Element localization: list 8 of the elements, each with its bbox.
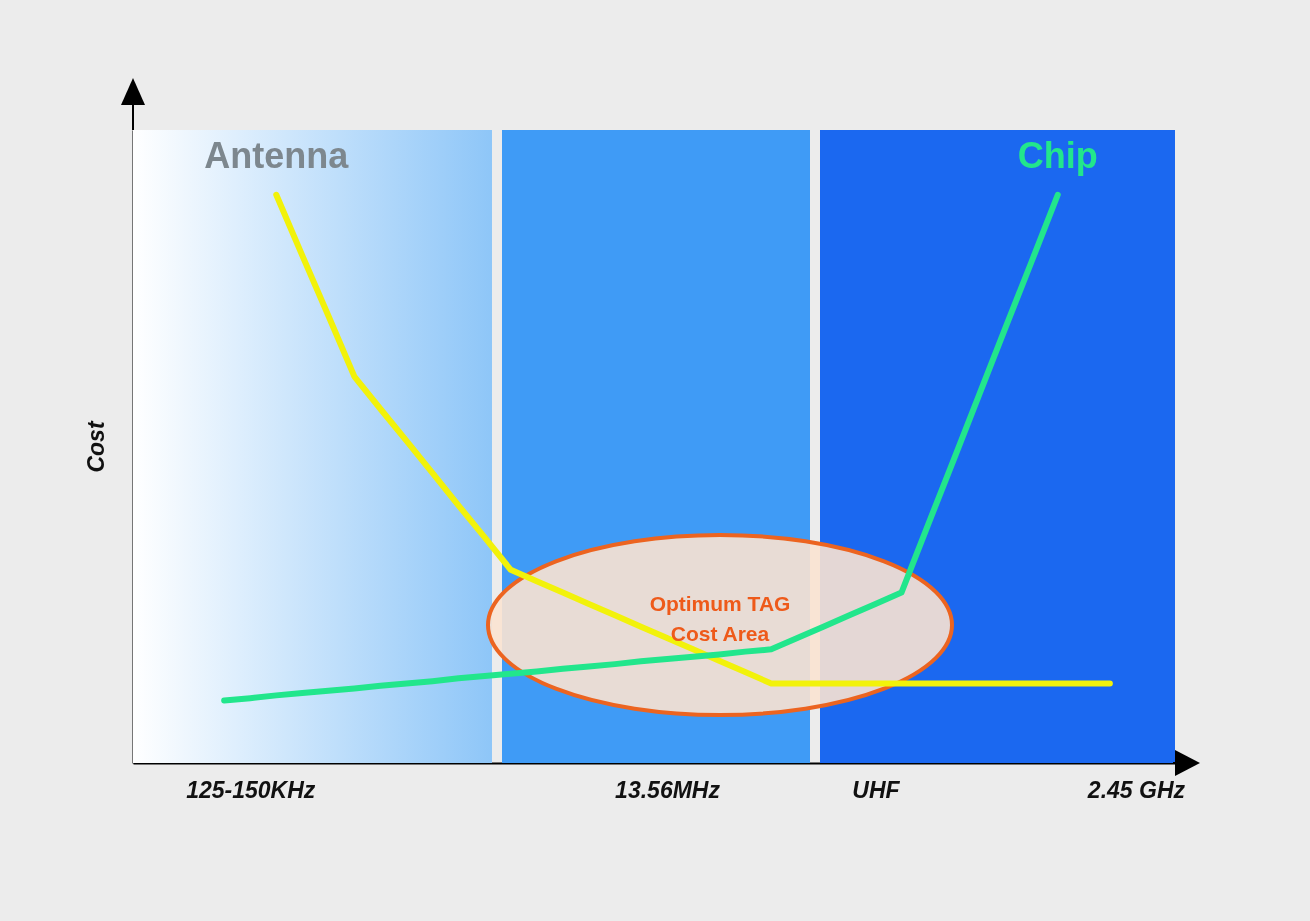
x-tick-label: 125-150KHz <box>186 776 316 803</box>
series-label: Antenna <box>204 134 350 176</box>
x-tick-label: 13.56MHz <box>615 776 721 803</box>
y-axis-title: Cost <box>82 420 109 473</box>
x-tick-label: UHF <box>852 776 901 803</box>
series-label: Chip <box>1017 134 1098 176</box>
x-tick-label: 2.45 GHz <box>1086 776 1186 803</box>
annotation: Optimum TAG Cost Area <box>649 592 791 645</box>
